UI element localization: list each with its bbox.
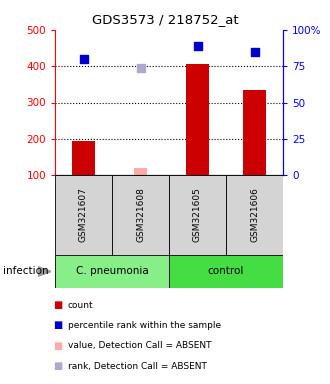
Text: ■: ■ bbox=[53, 341, 62, 351]
Text: GSM321608: GSM321608 bbox=[136, 187, 145, 242]
Point bbox=[252, 49, 257, 55]
Text: C. pneumonia: C. pneumonia bbox=[76, 266, 148, 276]
Bar bbox=[72, 141, 95, 175]
Bar bbox=[55, 175, 112, 255]
Text: value, Detection Call = ABSENT: value, Detection Call = ABSENT bbox=[68, 341, 211, 350]
Text: ■: ■ bbox=[53, 320, 62, 330]
Bar bbox=[186, 65, 209, 175]
Point bbox=[138, 65, 143, 71]
Point bbox=[195, 43, 200, 50]
Text: GSM321605: GSM321605 bbox=[193, 187, 202, 242]
Bar bbox=[169, 255, 283, 288]
Polygon shape bbox=[38, 266, 51, 276]
Bar bbox=[243, 90, 266, 175]
Text: ■: ■ bbox=[53, 300, 62, 310]
Point bbox=[81, 56, 86, 62]
Text: GSM321607: GSM321607 bbox=[79, 187, 88, 242]
Text: rank, Detection Call = ABSENT: rank, Detection Call = ABSENT bbox=[68, 362, 207, 371]
Text: GDS3573 / 218752_at: GDS3573 / 218752_at bbox=[92, 13, 238, 26]
Text: infection: infection bbox=[3, 266, 49, 276]
Text: control: control bbox=[208, 266, 244, 276]
Text: ■: ■ bbox=[53, 361, 62, 371]
Bar bbox=[134, 168, 147, 175]
Text: count: count bbox=[68, 301, 93, 310]
Bar bbox=[112, 175, 169, 255]
Bar bbox=[169, 175, 226, 255]
Bar bbox=[55, 255, 169, 288]
Text: GSM321606: GSM321606 bbox=[250, 187, 259, 242]
Text: percentile rank within the sample: percentile rank within the sample bbox=[68, 321, 221, 330]
Bar bbox=[226, 175, 283, 255]
